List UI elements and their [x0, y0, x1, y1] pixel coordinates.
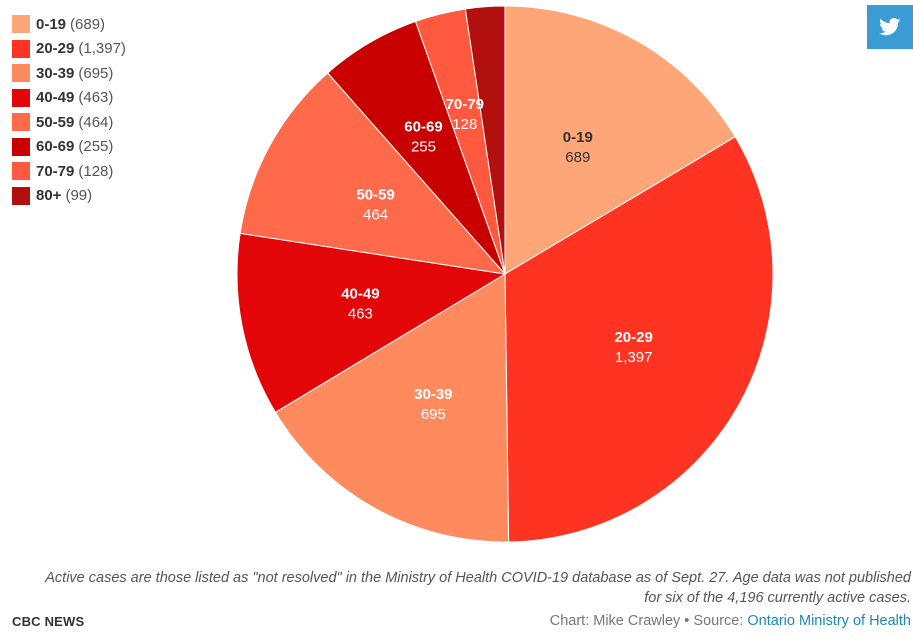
- pie-slice: [464, 5, 506, 275]
- legend-swatch: [12, 88, 30, 107]
- legend-swatch: [12, 186, 30, 205]
- slice-label-value: 463: [348, 306, 373, 323]
- slice-label-value: 695: [421, 406, 446, 423]
- pie-slice: [274, 273, 510, 543]
- slice-label-value: 464: [363, 206, 388, 223]
- legend-item: 50-59 (464): [12, 110, 126, 135]
- legend-category: 70-79: [36, 162, 75, 180]
- legend-item: 30-39 (695): [12, 61, 126, 86]
- legend-category: 60-69: [36, 138, 75, 156]
- slice-label-category: 20-29: [614, 329, 652, 346]
- slice-label-value: 689: [565, 149, 590, 166]
- legend-value: (695): [78, 64, 114, 82]
- legend-value: (689): [70, 15, 106, 33]
- legend-category: 80+: [36, 187, 62, 205]
- legend-swatch: [12, 64, 30, 83]
- pie-slice: [504, 5, 736, 275]
- chart-note: Active cases are those listed as "not re…: [45, 570, 911, 606]
- legend-category: 40-49: [36, 89, 75, 107]
- slice-label-category: 30-39: [414, 386, 452, 403]
- legend-swatch: [12, 15, 30, 34]
- legend-category: 20-29: [36, 40, 75, 58]
- chart-credit: Chart: Mike Crawley • Source: Ontario Mi…: [550, 613, 911, 629]
- legend-item: 40-49 (463): [12, 86, 126, 111]
- slice-label-category: 40-49: [341, 286, 379, 303]
- pie-chart: 0-19 689 20-29 1,397 30-39 695 40-49 463 50-59 46…: [236, 5, 774, 543]
- legend-category: 50-59: [36, 113, 75, 131]
- slice-label-value: 255: [411, 138, 436, 155]
- legend-category: 30-39: [36, 64, 75, 82]
- slice-label-category: 60-69: [404, 118, 442, 135]
- pie-slice: [504, 136, 774, 543]
- legend-item: 20-29 (1,397): [12, 37, 126, 62]
- legend: 0-19 (689) 20-29 (1,397) 30-39 (695) 40-49 (463…: [12, 12, 126, 208]
- legend-swatch: [12, 39, 30, 58]
- twitter-share-button[interactable]: [867, 5, 913, 49]
- slice-label-category: 70-79: [446, 96, 484, 113]
- legend-value: (255): [78, 138, 114, 156]
- legend-value: (1,397): [78, 40, 126, 58]
- legend-item: 70-79 (128): [12, 159, 126, 184]
- legend-item: 80+ (99): [12, 184, 126, 209]
- credit-prefix: Chart: Mike Crawley • Source:: [549, 613, 748, 629]
- legend-value: (128): [78, 162, 114, 180]
- legend-value: (464): [78, 113, 114, 131]
- legend-item: 60-69 (255): [12, 135, 126, 160]
- source-link[interactable]: Ontario Ministry of Health: [747, 613, 911, 629]
- legend-category: 0-19: [36, 15, 67, 33]
- slice-label-category: 0-19: [563, 129, 593, 146]
- slice-label-value: 128: [452, 116, 477, 133]
- legend-swatch: [12, 162, 30, 181]
- legend-item: 0-19 (689): [12, 12, 126, 37]
- slice-label-value: 1,397: [615, 349, 653, 366]
- legend-value: (463): [78, 89, 114, 107]
- pie-slice: [236, 232, 507, 413]
- twitter-icon: [879, 18, 901, 36]
- pie-slice: [239, 72, 507, 275]
- legend-swatch: [12, 137, 30, 156]
- legend-value: (99): [65, 187, 93, 205]
- slice-label-category: 50-59: [356, 186, 394, 203]
- legend-swatch: [12, 113, 30, 132]
- brand-logo-text: CBC NEWS: [12, 614, 85, 629]
